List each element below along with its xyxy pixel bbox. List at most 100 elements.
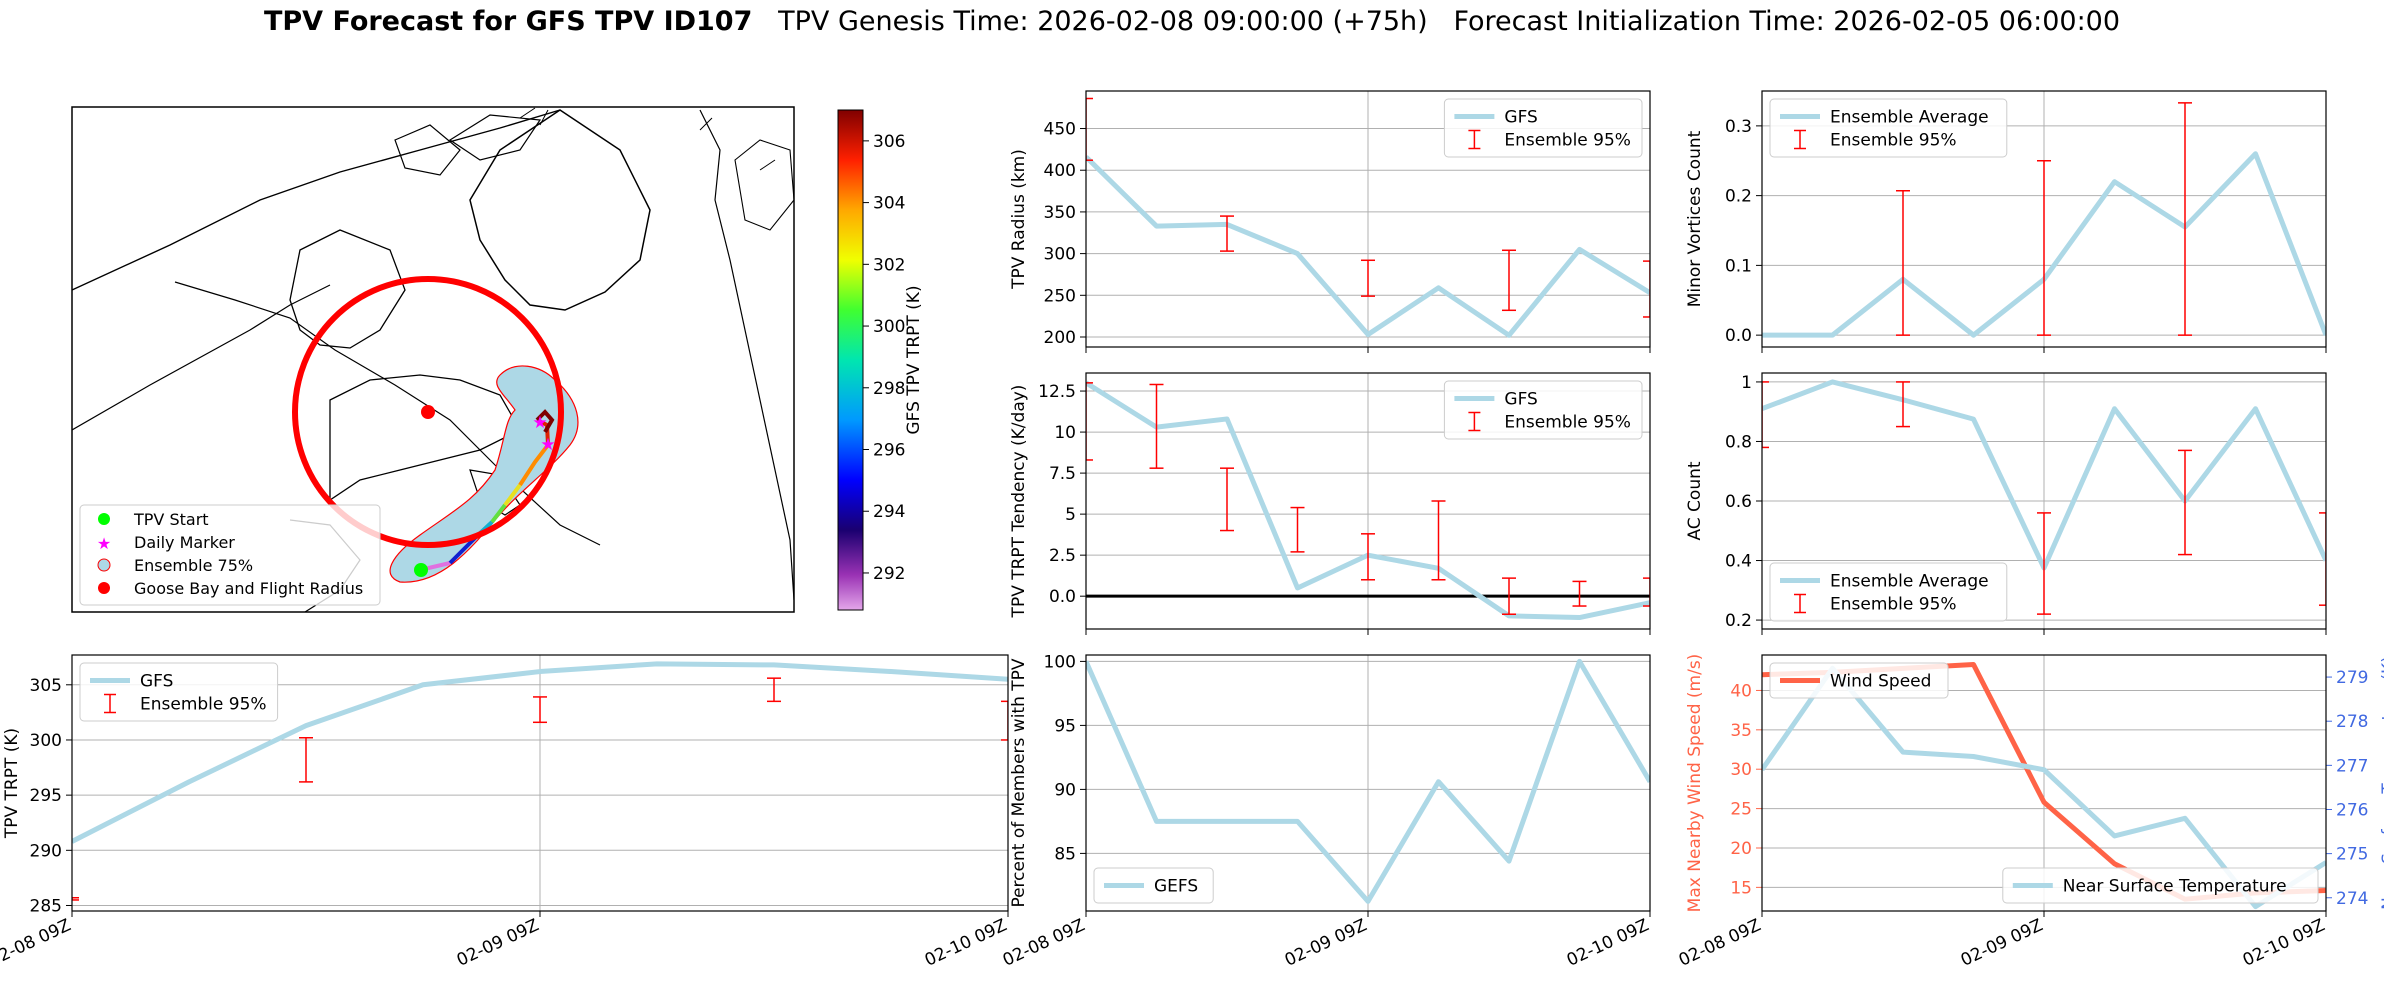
axes-frame [1761, 90, 2327, 348]
y-axis-label: Percent of Members with TPV [1009, 658, 1029, 907]
legend-box [1769, 662, 1949, 699]
y-tick-label-right: 274 [2336, 889, 2368, 909]
axes-frame [1085, 372, 1651, 630]
legend-label: Ensemble Average [1830, 572, 1989, 592]
legend-ac: Ensemble Average Ensemble 95% [1769, 562, 2008, 622]
y-tick-label: 400 [1044, 161, 1076, 181]
legend-box [1769, 562, 2008, 622]
y-tick-label: 295 [30, 786, 62, 806]
goose-bay-flight-radius [292, 276, 564, 548]
legend-box [2002, 867, 2319, 904]
y-tick-label: 40 [1730, 681, 1752, 701]
y-axis-label: TPV Radius (km) [1009, 149, 1029, 290]
figure-title: TPV Forecast for GFS TPV ID107 TPV Genes… [0, 6, 2384, 37]
y-tick-label: 100 [1044, 652, 1076, 672]
map-legend-goose-bay: Goose Bay and Flight Radius [134, 579, 363, 598]
x-tick-label: 02-08 09Z [1000, 915, 1088, 970]
legend-goose-bay-symbol [98, 582, 110, 594]
x-tick-label: 02-10 09Z [2240, 915, 2328, 970]
daily-marker-1: ★ [532, 413, 547, 433]
legend-label: Ensemble 95% [140, 695, 267, 715]
chart-minor: 0.0 0.1 0.2 0.3 Minor Vortices Count Ensemble… [1685, 90, 2327, 353]
tpv-track-yellow [503, 483, 522, 507]
series-line-gefs [1086, 658, 1650, 904]
y-tick-label: 90 [1054, 780, 1076, 800]
map-legend-tpv-start: TPV Start [133, 510, 209, 529]
legend-label: Near Surface Temperature [2063, 877, 2287, 897]
map-legend: TPV Start ★ Daily Marker Ensemble 75% Go… [79, 504, 381, 606]
legend-tpv-start-symbol [98, 513, 110, 525]
colorbar-tick-label: 300 [873, 317, 905, 337]
y-tick-label: 450 [1044, 120, 1076, 140]
legend-label: Ensemble 95% [1830, 595, 1957, 615]
map-legend-daily-marker: Daily Marker [134, 533, 235, 552]
legend-wind: Wind Speed [1769, 662, 1949, 699]
legend-ensemble-symbol [97, 558, 111, 572]
tpv-track-green [490, 503, 507, 524]
y-tick-label: 85 [1054, 844, 1076, 864]
map-panel: ★ ★ TPV Start ★ Daily Marker Ensemble 75… [71, 106, 924, 613]
y-axis-label: Max Nearby Wind Speed (m/s) [1685, 654, 1705, 913]
y-tick-label-right: 279 [2336, 668, 2368, 688]
y-tick-label: 0.3 [1725, 117, 1752, 137]
axes-frame [1761, 372, 2327, 630]
title-init: Forecast Initialization Time: 2026-02-05… [1453, 6, 2121, 37]
title-genesis: TPV Genesis Time: 2026-02-08 09:00:00 (+… [778, 6, 1428, 37]
chart-members: 85 90 95 100 Percent of Members with TPV 02-0… [1000, 652, 1652, 970]
map-geography: ★ ★ [72, 107, 794, 612]
legend-box [1443, 98, 1643, 158]
plot-area-trpt [72, 661, 1008, 901]
y-tick-label: 350 [1044, 203, 1076, 223]
axes-frame [71, 654, 1009, 912]
x-tick-label: 02-10 09Z [1564, 915, 1652, 970]
y-tick-label: 10 [1054, 423, 1076, 443]
colorbar-tick-label: 292 [873, 564, 905, 584]
goose-bay-marker [421, 405, 435, 419]
y-tick-label-right: 277 [2336, 756, 2368, 776]
legend-label: GFS [140, 672, 173, 692]
colorbar-ticks: 292 294 296 298 300 302 304 306 [863, 132, 905, 584]
series-line-gfs [1086, 155, 1650, 338]
y-tick-label: 30 [1730, 760, 1752, 780]
chart-wind: 15 20 25 30 35 40 274 275 276 277 278 279 Near Surfa… [1676, 654, 2384, 971]
plot-area-tendency [1086, 380, 1650, 621]
legend-label: Ensemble Average [1830, 108, 1989, 128]
tpv-start-marker [414, 563, 428, 577]
legend-radius: GFS Ensemble 95% [1443, 98, 1643, 158]
y-axis-label: Minor Vortices Count [1685, 130, 1705, 307]
colorbar-tick-label: 304 [873, 194, 905, 214]
axes-frame [1085, 654, 1651, 912]
legend-box [1769, 98, 2008, 158]
y-tick-label: 0.6 [1725, 492, 1752, 512]
axes-frame [1085, 90, 1651, 348]
legend-daily-marker-symbol: ★ [97, 534, 111, 553]
y-tick-label: 5 [1065, 505, 1076, 525]
legend-label: GFS [1504, 390, 1537, 410]
y-tick-label: 0.2 [1725, 187, 1752, 207]
colorbar-tick-label: 306 [873, 132, 905, 152]
legend-trpt: GFS Ensemble 95% [79, 662, 279, 722]
y-tick-label-right: 275 [2336, 845, 2368, 865]
legend-tendency: GFS Ensemble 95% [1443, 380, 1643, 440]
colorbar-label: GFS TPV TRPT (K) [904, 285, 924, 434]
legend-wind: Near Surface Temperature [2002, 867, 2319, 904]
chart-radius: 200 250 300 350 400 450 TPV Radius (km) GFS Ense… [1009, 90, 1651, 353]
plot-area-radius [1086, 97, 1650, 338]
y-tick-label-right: 278 [2336, 712, 2368, 732]
y-tick-label: 12.5 [1038, 382, 1076, 402]
plot-area-minor [1762, 102, 2326, 338]
y-axis-label: TPV TRPT (K) [2, 728, 22, 839]
y-tick-label: 0.8 [1725, 432, 1752, 452]
x-tick-label: 02-08 09Z [1676, 915, 1764, 970]
y-tick-label: 300 [30, 731, 62, 751]
y-tick-label: 35 [1730, 721, 1752, 741]
axes-frame [1761, 654, 2327, 912]
y-tick-label: 25 [1730, 800, 1752, 820]
colorbar-tick-label: 302 [873, 255, 905, 275]
x-tick-label: 02-09 09Z [1282, 915, 1370, 970]
legend-label: Wind Speed [1830, 672, 1931, 692]
legend-box [79, 662, 279, 722]
y-tick-label: 290 [30, 841, 62, 861]
y-tick-label-right: 276 [2336, 800, 2368, 820]
